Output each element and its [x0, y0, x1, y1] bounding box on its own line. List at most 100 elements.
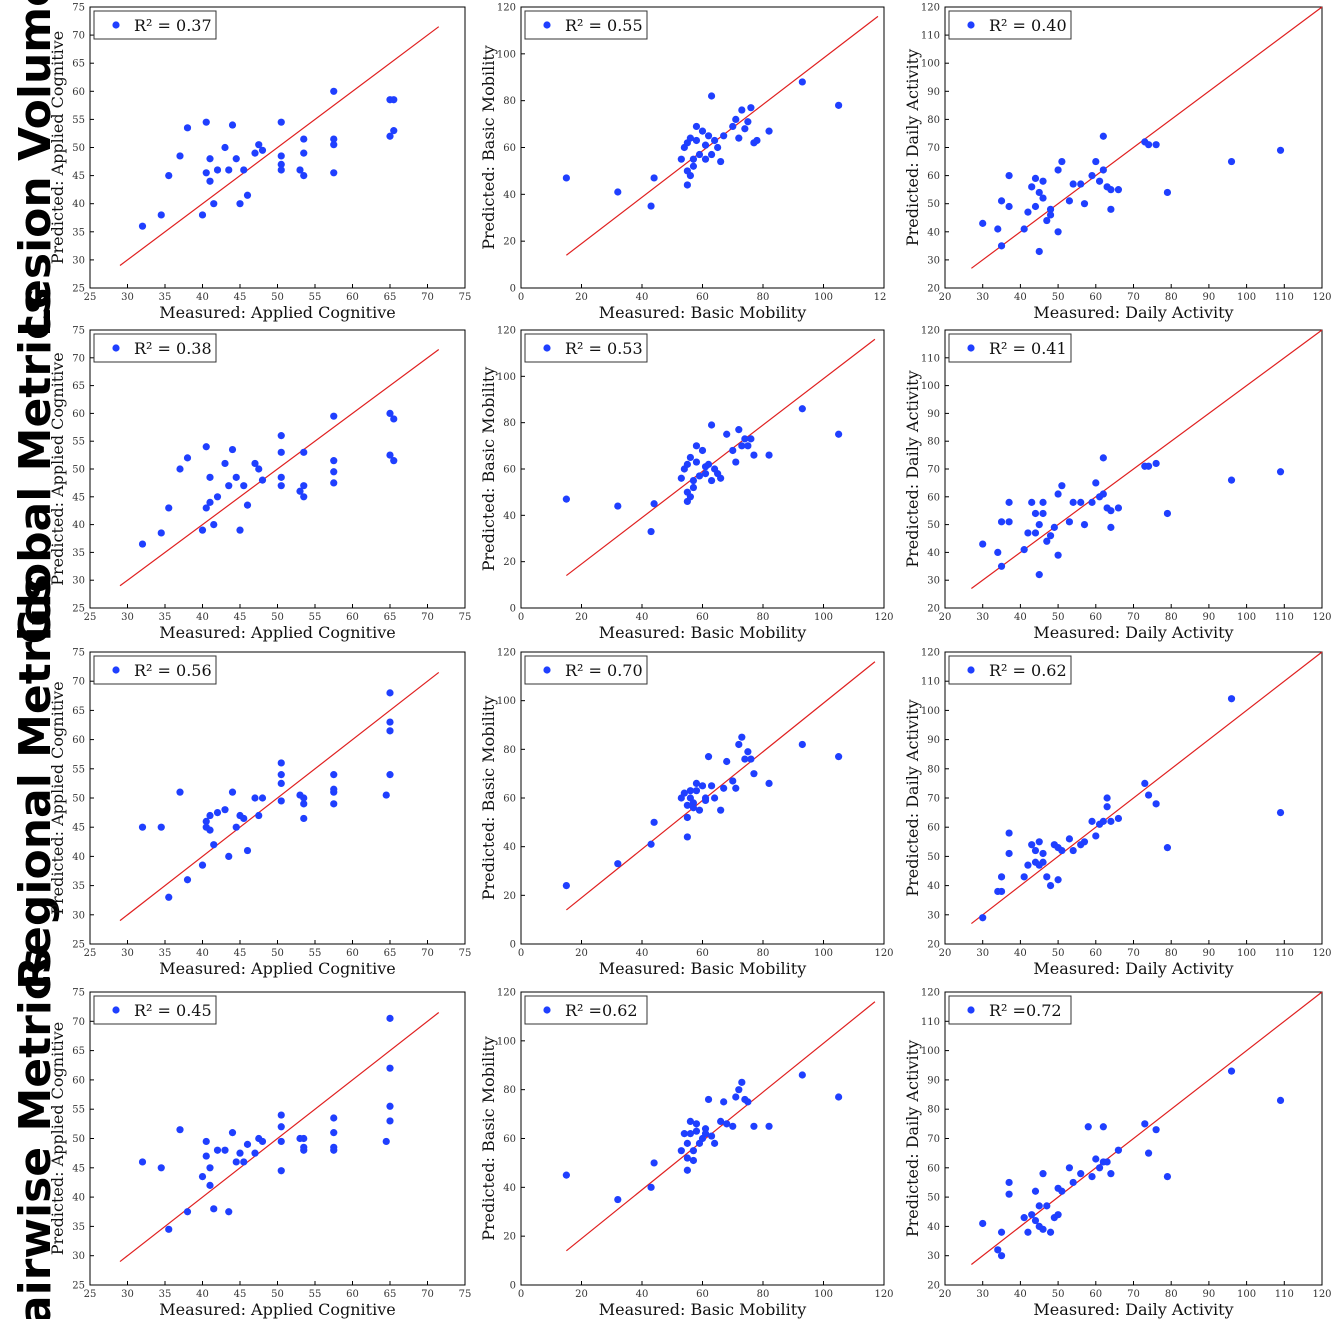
- y-tick-label: 60: [503, 794, 516, 805]
- data-point: [711, 1139, 719, 1147]
- data-point: [240, 1158, 248, 1166]
- y-tick-label: 65: [72, 381, 85, 392]
- x-tick-label: 25: [84, 612, 97, 623]
- y-axis-label: Predicted: Applied Cognitive: [48, 352, 67, 585]
- y-tick-label: 45: [72, 1163, 85, 1174]
- y-tick-label: 80: [927, 1105, 940, 1116]
- data-point: [692, 787, 701, 795]
- x-tick-label: 80: [1165, 292, 1178, 303]
- legend-r-squared: R² = 0.41: [989, 339, 1067, 358]
- data-point: [210, 1205, 218, 1213]
- data-point: [390, 96, 398, 104]
- x-tick-label: 70: [1127, 948, 1140, 959]
- panel-r2-c2: 20 30 40 50 60 70 80 90 100 110 120 20 30 40 50 60 70 80 9…: [903, 648, 1332, 979]
- y-tick-label: 55: [72, 437, 85, 448]
- y-tick-label: 60: [927, 492, 940, 503]
- y-tick-label: 90: [927, 409, 940, 420]
- x-tick-label: 25: [84, 1289, 97, 1300]
- data-point: [1024, 861, 1032, 869]
- legend-marker: [543, 344, 551, 352]
- x-tick-label: 25: [84, 948, 97, 959]
- y-tick-label: 20: [927, 940, 940, 951]
- x-axis-label: Measured: Applied Cognitive: [159, 959, 395, 978]
- data-point: [747, 755, 755, 763]
- data-point: [221, 1146, 229, 1154]
- data-point: [1103, 1158, 1111, 1166]
- x-tick-label: 0: [518, 292, 524, 303]
- x-tick-label: 60: [346, 948, 359, 959]
- data-point: [1046, 205, 1055, 213]
- data-point: [232, 473, 240, 481]
- data-point: [1046, 882, 1055, 890]
- data-point: [1005, 829, 1013, 837]
- data-point: [994, 1246, 1002, 1254]
- data-point: [240, 166, 248, 174]
- x-axis-label: Measured: Daily Activity: [1033, 959, 1233, 978]
- x-tick-label: 30: [121, 292, 134, 303]
- data-point: [765, 127, 773, 135]
- data-point: [1054, 1211, 1062, 1219]
- data-point: [732, 458, 740, 466]
- data-point: [183, 1208, 192, 1216]
- panel-r1-c1: 0 20 40 60 80 100 120 0 20 40 60 80 100 120 Measured: …: [479, 326, 894, 643]
- data-point: [1028, 183, 1036, 191]
- legend-r-squared: R² = 0.53: [565, 339, 643, 358]
- data-point: [221, 806, 229, 814]
- data-point: [206, 1164, 214, 1172]
- data-point: [1039, 177, 1047, 185]
- y-tick-label: 80: [927, 115, 940, 126]
- data-point: [1163, 1172, 1172, 1181]
- x-tick-label: 40: [1014, 612, 1027, 623]
- data-point: [386, 689, 394, 697]
- data-point: [738, 1078, 746, 1086]
- data-point: [202, 443, 210, 451]
- y-tick-label: 25: [72, 1281, 85, 1292]
- x-tick-label: 50: [271, 948, 284, 959]
- data-point: [1077, 498, 1085, 506]
- data-point: [1227, 695, 1236, 703]
- data-point: [1035, 571, 1043, 579]
- data-point: [689, 476, 698, 485]
- data-point: [1065, 518, 1074, 526]
- y-tick-label: 40: [72, 520, 85, 531]
- data-point: [206, 1181, 214, 1189]
- y-tick-label: 20: [927, 1281, 940, 1292]
- data-point: [330, 468, 338, 476]
- identity-fit-line: [119, 1012, 440, 1263]
- data-point: [330, 87, 338, 95]
- x-tick-label: 40: [1014, 1289, 1027, 1300]
- data-point: [1114, 814, 1123, 823]
- data-point: [701, 1130, 710, 1138]
- x-tick-label: 70: [1127, 1289, 1140, 1300]
- data-point: [1031, 174, 1040, 183]
- panel-r0-c2: 20 30 40 50 60 70 80 90 100 110 120 20 30 40 50 60 70 80 9…: [903, 3, 1332, 323]
- y-tick-label: 30: [927, 576, 940, 587]
- x-tick-label: 30: [976, 1289, 989, 1300]
- data-point: [386, 727, 394, 735]
- data-point: [683, 1139, 691, 1147]
- data-point: [798, 405, 806, 413]
- data-point: [330, 1146, 338, 1154]
- data-point: [382, 1137, 390, 1146]
- data-point: [258, 794, 267, 802]
- data-point: [1099, 490, 1107, 498]
- data-point: [206, 155, 214, 163]
- data-point: [1099, 454, 1107, 462]
- y-tick-label: 70: [72, 31, 85, 42]
- data-point: [1114, 504, 1123, 512]
- x-tick-label: 50: [1052, 1289, 1065, 1300]
- data-point: [835, 753, 843, 761]
- data-point: [680, 1130, 688, 1138]
- data-point: [1046, 532, 1055, 540]
- data-point: [390, 127, 398, 135]
- y-tick-label: 65: [72, 1046, 85, 1057]
- y-tick-label: 60: [503, 1134, 516, 1145]
- identity-fit-line: [971, 6, 1323, 269]
- x-axis-label: Measured: Basic Mobility: [599, 959, 807, 978]
- data-point: [1024, 208, 1032, 216]
- data-point: [1144, 462, 1153, 470]
- data-point: [1046, 211, 1055, 219]
- data-point: [680, 789, 688, 797]
- data-point: [1020, 873, 1028, 881]
